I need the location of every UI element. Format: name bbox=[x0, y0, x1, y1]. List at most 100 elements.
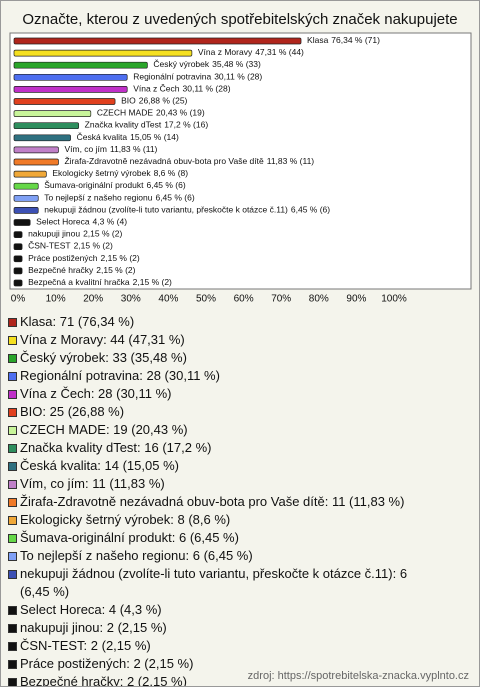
legend-label: Ekologicky šetrný výrobek: 8 (8,6 %) bbox=[20, 512, 231, 527]
bar-category: Česká kvalita bbox=[77, 132, 128, 142]
bar bbox=[13, 86, 128, 93]
bar-label: Žirafa-Zdravotně nezávadná obuv-bota pro… bbox=[64, 156, 314, 166]
bar-value-label: 11,83 % (11) bbox=[110, 144, 158, 154]
legend-swatch bbox=[8, 552, 17, 561]
legend-item: Bezpečné hračky: 2 (2,15 %) bbox=[7, 673, 435, 687]
bar bbox=[13, 207, 39, 214]
legend-label: Bezpečné hračky: 2 (2,15 %) bbox=[20, 674, 187, 687]
bar-category: nekupuji žádnou (zvolíte-li tuto variant… bbox=[44, 205, 288, 215]
legend-label: Regionální potravina: 28 (30,11 %) bbox=[20, 368, 220, 383]
legend-swatch bbox=[8, 354, 17, 363]
bar bbox=[13, 49, 193, 57]
bar bbox=[13, 122, 80, 130]
legend-item: ČSN-TEST: 2 (2,15 %) bbox=[7, 637, 435, 655]
bar-category: Vína z Čech bbox=[133, 84, 180, 94]
bar-label: Bezpečná a kvalitní hračka 2,15 % (2) bbox=[28, 277, 172, 287]
legend-item: nakupuji jinou: 2 (2,15 %) bbox=[7, 619, 435, 637]
x-tick-label: 80% bbox=[309, 294, 329, 305]
bar-label: Vína z Moravy 47,31 % (44) bbox=[198, 47, 304, 57]
bar bbox=[13, 194, 39, 202]
legend-item: Žirafa-Zdravotně nezávadná obuv-bota pro… bbox=[7, 493, 435, 511]
legend-swatch bbox=[8, 606, 17, 615]
bar-value-label: 2,15 % (2) bbox=[133, 277, 172, 287]
bar-value-label: 6,45 % (6) bbox=[291, 205, 330, 215]
legend-label: Český výrobek: 33 (35,48 %) bbox=[20, 350, 187, 365]
bar-value-label: 17,2 % (16) bbox=[164, 120, 208, 130]
bar bbox=[13, 146, 59, 154]
legend-label: Šumava-originální produkt: 6 (6,45 %) bbox=[20, 530, 239, 545]
legend-swatch bbox=[8, 318, 17, 327]
legend-swatch bbox=[8, 624, 17, 633]
bar-category: To nejlepší z našeho regionu bbox=[44, 193, 152, 203]
bar bbox=[13, 37, 302, 45]
legend-label: ČSN-TEST: 2 (2,15 %) bbox=[20, 638, 151, 653]
bar-value-label: 2,15 % (2) bbox=[96, 265, 135, 275]
x-tick-label: 60% bbox=[234, 294, 254, 305]
bar-category: nakupuji jinou bbox=[28, 229, 80, 239]
bar bbox=[13, 61, 148, 69]
bar-value-label: 26,88 % (25) bbox=[139, 96, 188, 106]
bar-label: Select Horeca 4,3 % (4) bbox=[36, 217, 127, 227]
chart-title: Označte, kterou z uvedených spotřebitels… bbox=[22, 11, 457, 28]
legend-label: Vím, co jím: 11 (11,83 %) bbox=[20, 476, 165, 491]
x-tick-label: 0% bbox=[11, 294, 26, 305]
bar-label: Bezpečné hračky 2,15 % (2) bbox=[28, 265, 136, 275]
bar bbox=[13, 73, 128, 81]
legend-item: Šumava-originální produkt: 6 (6,45 %) bbox=[7, 529, 435, 547]
bar-category: Značka kvality dTest bbox=[85, 120, 162, 130]
x-tick-label: 30% bbox=[121, 294, 141, 305]
bar-category: Regionální potravina bbox=[133, 72, 211, 82]
legend-swatch bbox=[8, 462, 17, 471]
legend-item: Práce postižených: 2 (2,15 %) bbox=[7, 655, 435, 673]
bar-category: Šumava-originální produkt bbox=[44, 180, 144, 190]
legend-label: Značka kvality dTest: 16 (17,2 %) bbox=[20, 440, 212, 455]
bar bbox=[13, 231, 23, 238]
bar-label: nakupuji jinou 2,15 % (2) bbox=[28, 229, 122, 239]
bar-value-label: 2,15 % (2) bbox=[101, 253, 140, 263]
legend-swatch bbox=[8, 534, 17, 543]
bar-category: Select Horeca bbox=[36, 217, 90, 227]
bar bbox=[13, 279, 23, 287]
bar bbox=[13, 110, 92, 117]
bar bbox=[13, 255, 23, 263]
legend-label: To nejlepší z našeho regionu: 6 (6,45 %) bbox=[20, 548, 253, 563]
bar-value-label: 2,15 % (2) bbox=[74, 241, 113, 251]
bar bbox=[13, 98, 116, 105]
bar-label: Značka kvality dTest 17,2 % (16) bbox=[85, 120, 209, 130]
bar-label: Práce postižených 2,15 % (2) bbox=[28, 253, 140, 263]
bar-value-label: 47,31 % (44) bbox=[255, 47, 304, 57]
bar-category: Bezpečná a kvalitní hračka bbox=[28, 277, 130, 287]
legend-label: CZECH MADE: 19 (20,43 %) bbox=[20, 422, 188, 437]
bar bbox=[13, 267, 23, 275]
legend-swatch bbox=[8, 498, 17, 507]
legend-swatch bbox=[8, 480, 17, 489]
x-tick-label: 20% bbox=[83, 294, 103, 305]
legend-swatch bbox=[8, 426, 17, 435]
x-tick-label: 100% bbox=[381, 294, 407, 305]
x-tick-label: 70% bbox=[271, 294, 291, 305]
legend-swatch bbox=[8, 678, 17, 686]
bar-label: Vína z Čech 30,11 % (28) bbox=[133, 84, 231, 94]
legend-item: Vína z Moravy: 44 (47,31 %) bbox=[7, 331, 435, 349]
legend-item: nekupuji žádnou (zvolíte-li tuto variant… bbox=[7, 565, 435, 601]
bar-category: Žirafa-Zdravotně nezávadná obuv-bota pro… bbox=[64, 156, 264, 166]
bar-category: Český výrobek bbox=[153, 59, 209, 69]
bar-category: ČSN-TEST bbox=[28, 241, 71, 251]
bar-label: Šumava-originální produkt 6,45 % (6) bbox=[44, 180, 186, 190]
bar-label: ČSN-TEST 2,15 % (2) bbox=[28, 241, 113, 251]
legend-item: Ekologicky šetrný výrobek: 8 (8,6 %) bbox=[7, 511, 435, 529]
legend-label: Klasa: 71 (76,34 %) bbox=[20, 314, 135, 329]
legend-swatch bbox=[8, 390, 17, 399]
bar-label: BIO 26,88 % (25) bbox=[121, 96, 187, 106]
bar-label: Česká kvalita 15,05 % (14) bbox=[77, 132, 179, 142]
bar-value-label: 35,48 % (33) bbox=[212, 59, 261, 69]
bar-value-label: 20,43 % (19) bbox=[156, 108, 205, 118]
bar-value-label: 30,11 % (28) bbox=[214, 72, 262, 82]
bar bbox=[13, 170, 47, 178]
legend: Klasa: 71 (76,34 %) Vína z Moravy: 44 (47… bbox=[7, 313, 435, 687]
legend-label: Práce postižených: 2 (2,15 %) bbox=[20, 656, 194, 671]
legend-swatch bbox=[8, 408, 17, 417]
legend-label: Vína z Čech: 28 (30,11 %) bbox=[20, 386, 172, 401]
